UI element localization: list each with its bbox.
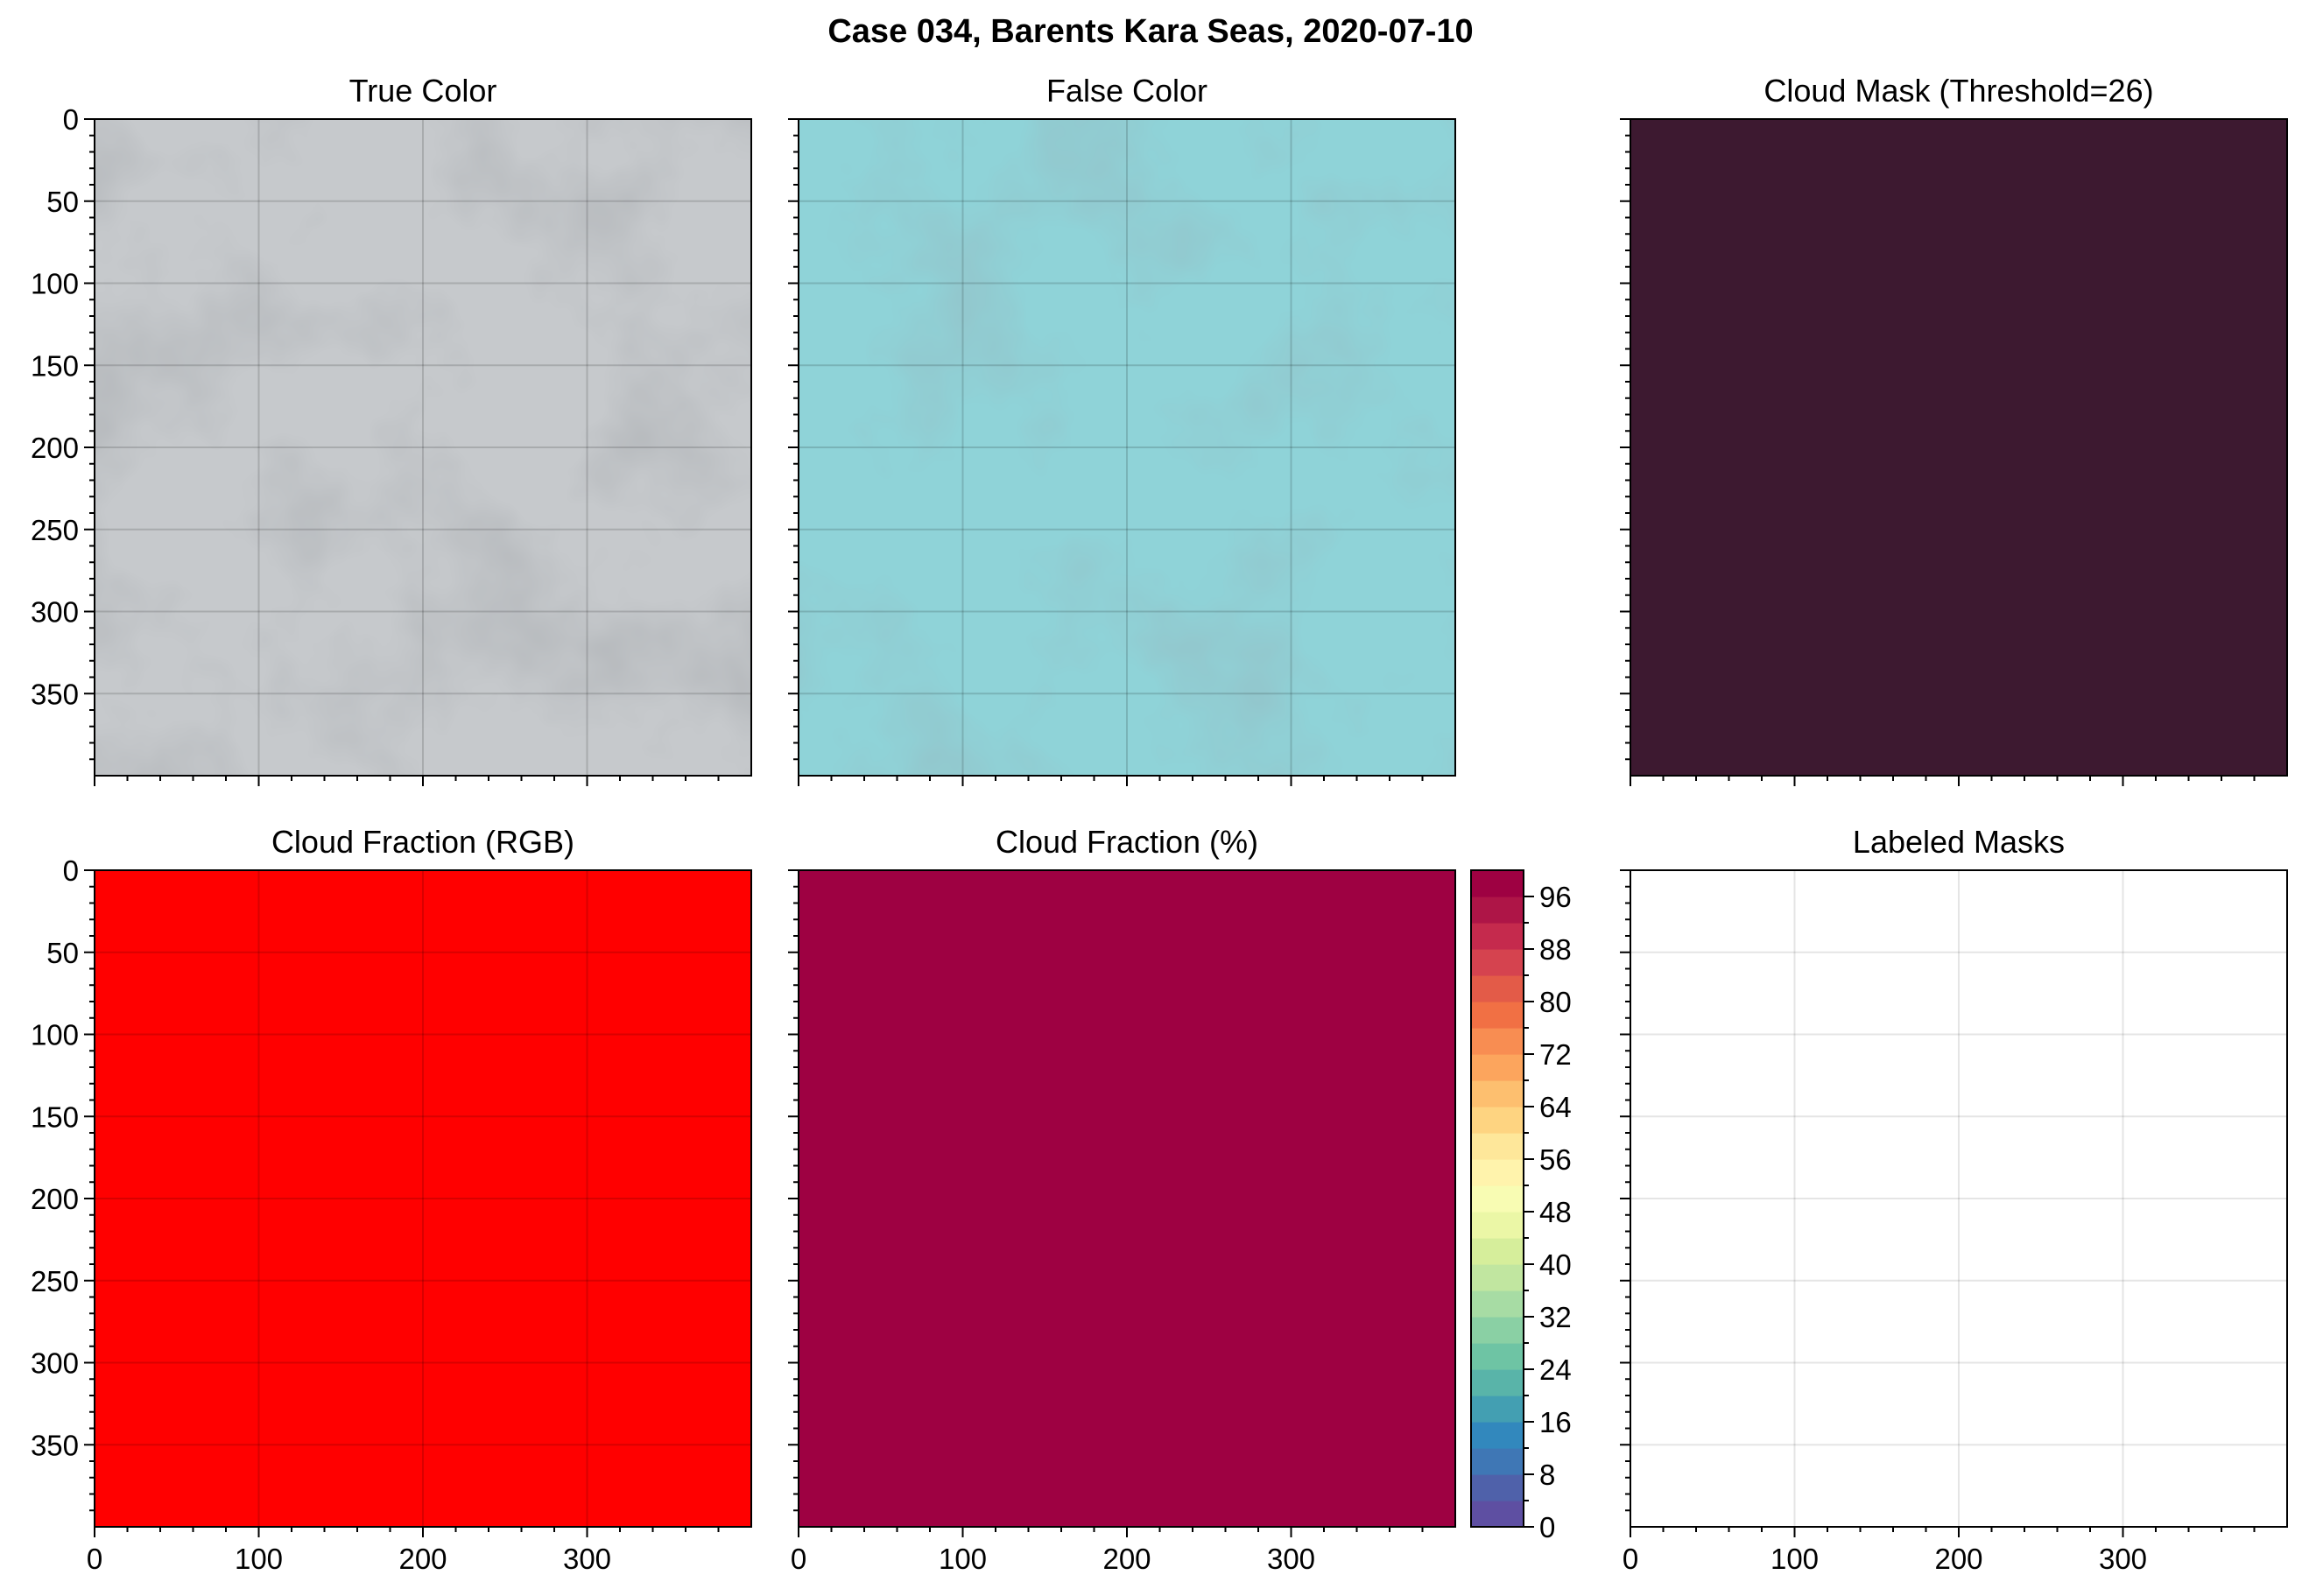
colorbar-segment xyxy=(1471,1212,1524,1239)
colorbar-segment xyxy=(1471,1185,1524,1213)
image-texture xyxy=(799,119,1455,776)
colorbar-segment xyxy=(1471,1396,1524,1423)
colorbar: 0 8 16 24 32 40 48 56 64 72 80 88 96 xyxy=(1470,869,1572,1543)
panel-title: Labeled Masks xyxy=(1853,824,2065,860)
colorbar-tick-label: 88 xyxy=(1539,933,1572,966)
panel-title: Cloud Fraction (RGB) xyxy=(271,824,574,860)
x-tick-label: 0 xyxy=(1623,1543,1638,1575)
colorbar-segment xyxy=(1471,1238,1524,1265)
colorbar-tick-label: 96 xyxy=(1539,881,1572,913)
image-labeled-masks xyxy=(1630,870,2287,1527)
colorbar-tick-label: 56 xyxy=(1539,1143,1572,1176)
y-tick-label: 100 xyxy=(31,268,79,300)
colorbar-segment xyxy=(1471,975,1524,1002)
y-tick-label: 150 xyxy=(31,349,79,382)
y-tick-label: 200 xyxy=(31,432,79,464)
colorbar-segment xyxy=(1471,1028,1524,1055)
panel-title: False Color xyxy=(1046,73,1207,109)
x-tick-label: 0 xyxy=(87,1543,102,1575)
colorbar-segment xyxy=(1471,1369,1524,1396)
colorbar-tick-label: 40 xyxy=(1539,1248,1572,1281)
colorbar-tick-label: 64 xyxy=(1539,1091,1572,1123)
panel-title: Cloud Fraction (%) xyxy=(996,824,1258,860)
colorbar-segment xyxy=(1471,1448,1524,1475)
x-tick-label: 200 xyxy=(398,1543,447,1575)
panel-title: True Color xyxy=(349,73,497,109)
colorbar-segment xyxy=(1471,1501,1524,1528)
colorbar-tick-label: 80 xyxy=(1539,986,1572,1018)
y-tick-label: 0 xyxy=(63,103,79,136)
x-tick-label: 100 xyxy=(939,1543,987,1575)
colorbar-segment xyxy=(1471,1264,1524,1291)
x-tick-label: 300 xyxy=(1267,1543,1315,1575)
x-tick-label: 0 xyxy=(791,1543,806,1575)
panel-cloud-mask: Cloud Mask (Threshold=26) xyxy=(1620,73,2288,786)
colorbar-segment xyxy=(1471,1422,1524,1449)
panel-true-color: True Color 0 50 100 150 200 250 300 350 xyxy=(31,73,752,786)
x-tick-label: 200 xyxy=(1934,1543,1982,1575)
colorbar-segment xyxy=(1471,923,1524,950)
figure-title: Case 034, Barents Kara Seas, 2020-07-10 xyxy=(827,13,1473,50)
panel-labeled-masks: Labeled Masks 0 100 200 300 xyxy=(1620,824,2288,1575)
colorbar-segment xyxy=(1471,949,1524,976)
colorbar-segment xyxy=(1471,1159,1524,1186)
y-tick-label: 350 xyxy=(31,1429,79,1461)
colorbar-tick-label: 8 xyxy=(1539,1459,1555,1491)
panel-cloud-fraction-pct: Cloud Fraction (%) 0 100 200 300 0 8 16 24 32 40 48… xyxy=(788,824,1572,1575)
colorbar-tick-label: 48 xyxy=(1539,1196,1572,1228)
y-tick-label: 300 xyxy=(31,1347,79,1380)
x-tick-label: 100 xyxy=(235,1543,283,1575)
colorbar-segment xyxy=(1471,1317,1524,1344)
colorbar-segment xyxy=(1471,1474,1524,1501)
colorbar-segment xyxy=(1471,1002,1524,1029)
colorbar-segment xyxy=(1471,1080,1524,1107)
panel-false-color: False Color xyxy=(788,73,1456,786)
x-tick-label: 100 xyxy=(1770,1543,1819,1575)
colorbar-frame xyxy=(1470,869,1524,1528)
panel-title: Cloud Mask (Threshold=26) xyxy=(1763,73,2153,109)
y-tick-label: 100 xyxy=(31,1019,79,1051)
y-tick-label: 150 xyxy=(31,1100,79,1133)
colorbar-segment xyxy=(1471,1343,1524,1370)
image-cloud-fraction-rgb xyxy=(95,870,751,1527)
colorbar-segment xyxy=(1471,896,1524,924)
image-cloud-mask xyxy=(1630,119,2287,776)
colorbar-segment xyxy=(1471,1290,1524,1318)
image-cloud-fraction-pct xyxy=(799,870,1455,1527)
x-tick-label: 300 xyxy=(2099,1543,2147,1575)
y-tick-label: 250 xyxy=(31,514,79,546)
colorbar-tick-label: 16 xyxy=(1539,1406,1572,1438)
colorbar-tick-label: 72 xyxy=(1539,1038,1572,1071)
colorbar-segment xyxy=(1471,1107,1524,1134)
y-tick-label: 0 xyxy=(63,854,79,887)
colorbar-tick-label: 0 xyxy=(1539,1511,1555,1543)
y-tick-label: 350 xyxy=(31,678,79,710)
colorbar-segment xyxy=(1471,870,1524,897)
y-tick-label: 50 xyxy=(46,186,79,218)
image-texture xyxy=(95,119,751,776)
colorbar-segment xyxy=(1471,1054,1524,1081)
y-tick-label: 250 xyxy=(31,1265,79,1297)
y-tick-label: 300 xyxy=(31,596,79,629)
panel-cloud-fraction-rgb: Cloud Fraction (RGB) 0 50 100 150 200 250 300 35… xyxy=(31,824,752,1575)
x-tick-label: 300 xyxy=(563,1543,611,1575)
colorbar-tick-label: 24 xyxy=(1539,1353,1572,1386)
colorbar-segment xyxy=(1471,1133,1524,1160)
x-tick-label: 200 xyxy=(1102,1543,1151,1575)
y-tick-label: 200 xyxy=(31,1183,79,1215)
colorbar-tick-label: 32 xyxy=(1539,1301,1572,1333)
y-tick-label: 50 xyxy=(46,937,79,969)
